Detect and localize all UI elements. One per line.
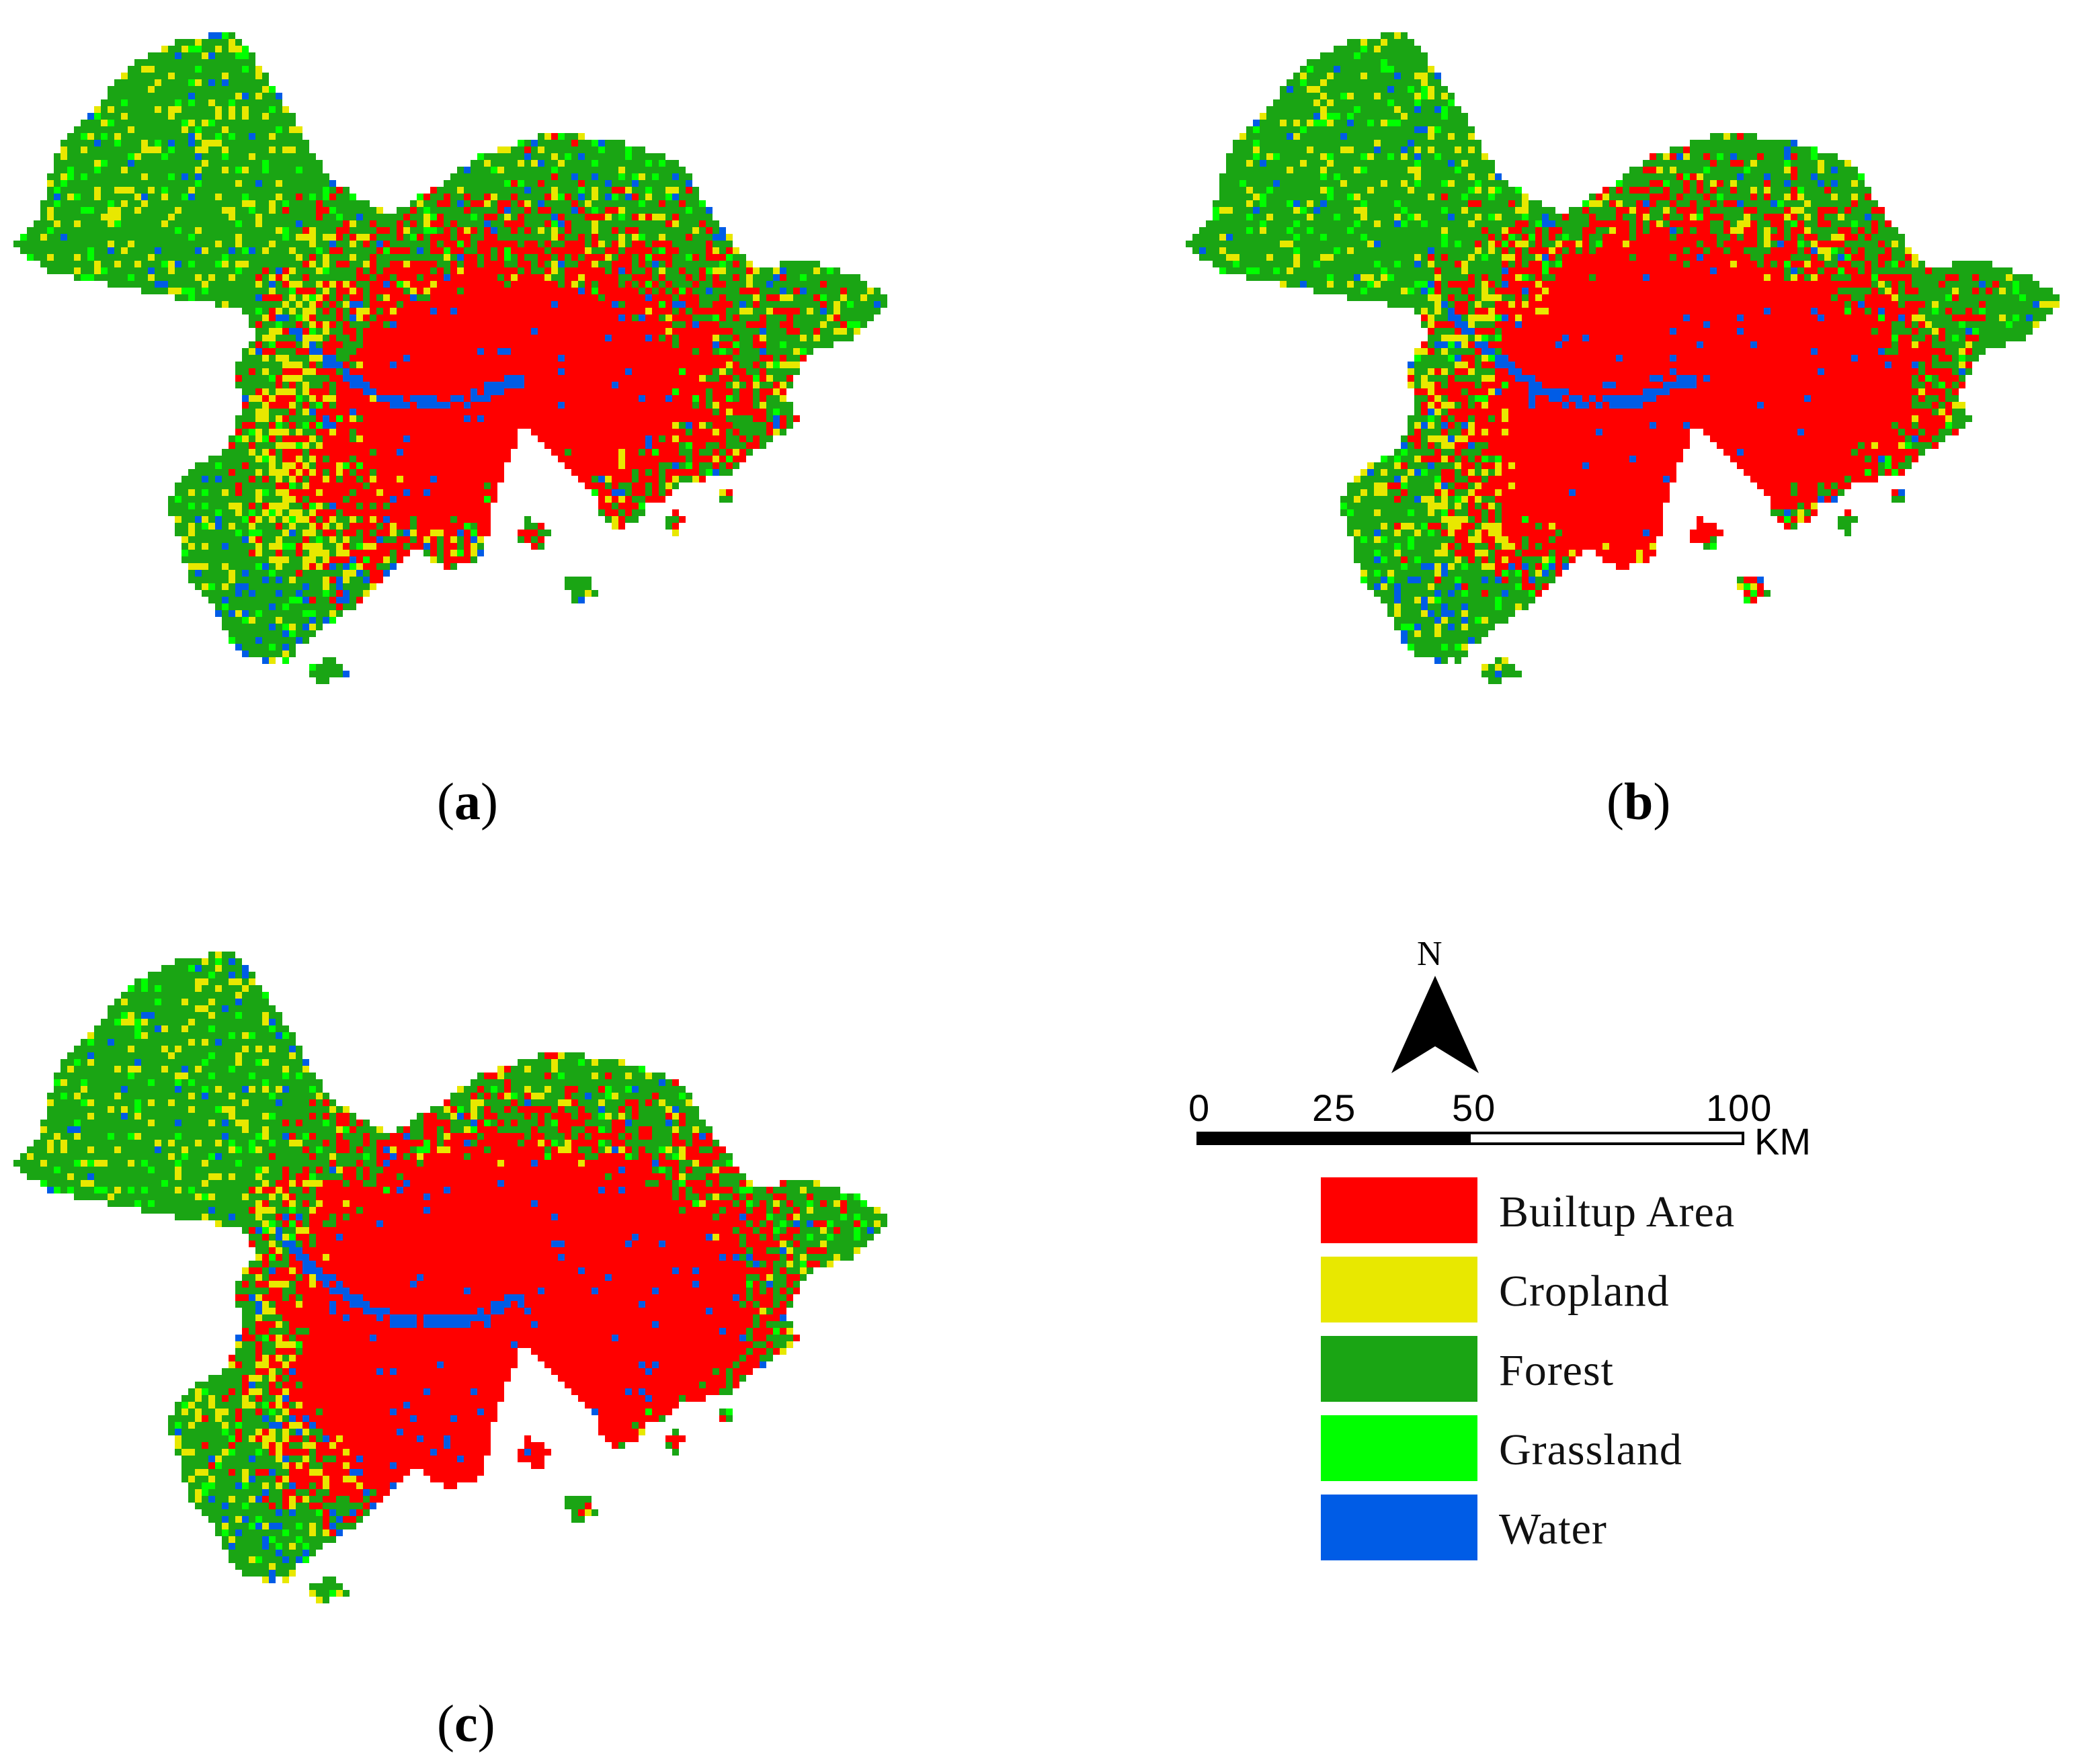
scale-tick-50: 50 [1452, 1087, 1497, 1129]
map-panel-b [1186, 19, 2073, 684]
map-c-builtup-cells [202, 1052, 860, 1536]
scale-unit: KM [1754, 1120, 1811, 1163]
map-b-cropland-cells [1219, 32, 2060, 671]
legend-label-cropland: Cropland [1499, 1267, 1670, 1316]
map-c-forest-cells [13, 952, 887, 1603]
map-b-builtup-cells [1387, 133, 1999, 603]
legend-label-builtup: Builtup Area [1499, 1187, 1736, 1236]
map-b-forest-cells [1186, 32, 2060, 684]
map-c-cropland-cells [27, 952, 881, 1603]
scale-segment-1 [1470, 1134, 1742, 1142]
map-a-builtup-cells [229, 133, 847, 610]
caption-b: (b) [1607, 772, 1671, 831]
caption-c: (c) [437, 1694, 495, 1753]
map-a-water-cells [54, 32, 881, 677]
land-use-map-b [1186, 32, 2060, 684]
map-legend-area: N 0 25 50 100 KM Builtup Area Cropland For… [1170, 934, 2057, 1579]
legend-label-forest: Forest [1499, 1346, 1614, 1395]
map-a-forest-cells [13, 32, 887, 684]
map-a-cropland-cells [40, 39, 874, 664]
map-a-grassland-cells [20, 32, 860, 671]
map-panel-c [13, 938, 907, 1603]
legend-swatch-water [1321, 1495, 1477, 1560]
map-b-grassland-cells [1213, 46, 2026, 650]
legend-swatch-builtup [1321, 1177, 1477, 1243]
map-c-water-cells [47, 958, 874, 1583]
land-use-map-a [13, 32, 887, 684]
legend-swatch-grassland [1321, 1415, 1477, 1481]
north-arrow-icon [1391, 976, 1479, 1073]
map-c-grassland-cells [40, 958, 867, 1597]
north-label: N [1417, 935, 1442, 973]
land-use-map-c [13, 952, 887, 1603]
scale-segment-0 [1199, 1134, 1471, 1142]
scale-tick-0: 0 [1188, 1087, 1211, 1129]
scale-bar [1196, 1132, 1744, 1145]
legend-label-water: Water [1499, 1505, 1607, 1554]
legend-swatch-forest [1321, 1336, 1477, 1402]
legend-swatch-cropland [1321, 1257, 1477, 1322]
map-panel-a [13, 19, 907, 684]
map-b-water-cells [1199, 66, 2039, 677]
legend-label-grassland: Grassland [1499, 1425, 1682, 1474]
scale-tick-100: 100 [1706, 1087, 1773, 1129]
scale-tick-25: 25 [1312, 1087, 1357, 1129]
caption-a: (a) [437, 772, 498, 831]
